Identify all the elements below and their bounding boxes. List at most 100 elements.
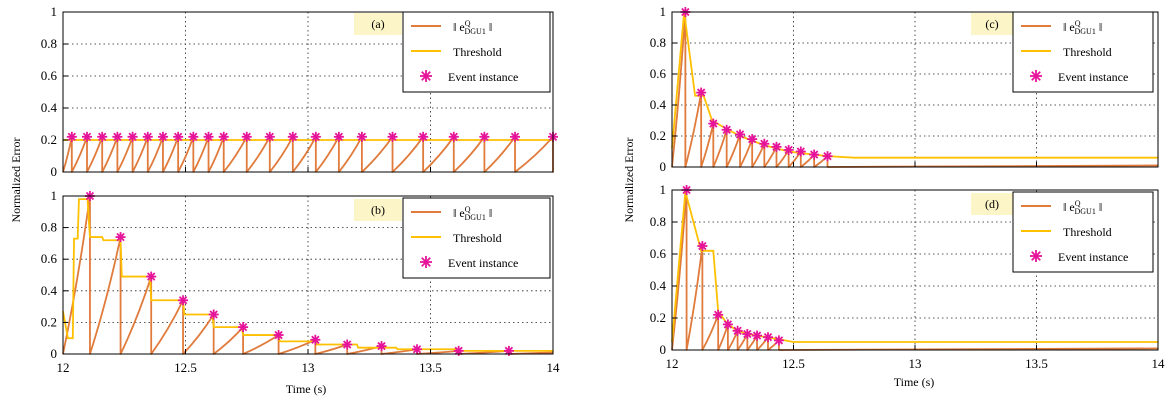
panel-tag: (c) <box>985 17 998 31</box>
event-marker <box>510 131 521 142</box>
x-tick-label: 12.5 <box>782 356 805 371</box>
event-marker <box>697 241 708 251</box>
event-marker <box>356 131 367 142</box>
event-marker <box>273 330 284 341</box>
x-tick-label: 13 <box>302 360 315 375</box>
x-tick-label: 12 <box>57 360 70 375</box>
event-marker <box>178 295 189 306</box>
y-tick-label: 0.2 <box>41 132 57 147</box>
y-tick-label: 1 <box>51 4 58 19</box>
y-tick-label: 0 <box>660 342 667 357</box>
event-marker <box>696 87 707 98</box>
legend-label: ‖ eQ DGU1 ‖ <box>453 205 492 222</box>
y-axis-label-right: Normalized Error <box>622 138 636 223</box>
event-marker <box>264 131 275 142</box>
y-tick-label: 0.2 <box>650 310 666 325</box>
event-marker <box>783 144 794 155</box>
event-marker <box>287 131 298 142</box>
event-marker <box>762 332 773 343</box>
y-tick-label: 0 <box>660 159 667 174</box>
legend-event-marker <box>1030 250 1042 262</box>
y-tick-label: 0.2 <box>650 128 666 143</box>
legend-label: Event instance <box>448 70 518 84</box>
event-marker <box>822 151 833 162</box>
event-marker <box>97 131 108 142</box>
y-tick-label: 1 <box>660 182 667 197</box>
legend-event-marker <box>420 256 432 268</box>
y-tick-label: 0.8 <box>650 214 666 229</box>
y-tick-label: 0.4 <box>650 278 667 293</box>
event-marker <box>203 131 214 142</box>
legend: ‖ eQ DGU1 ‖ Threshold Event instance <box>1012 191 1154 273</box>
event-marker <box>188 131 199 142</box>
event-marker <box>146 271 157 282</box>
legend: ‖ eQ DGU1 ‖ Threshold Event instance <box>1012 11 1154 93</box>
chart-panel: 0 0.2 0.4 0.6 0.8 1 (a) ‖ eQ DGU1 ‖ Threshold Even… <box>41 4 558 179</box>
event-marker <box>773 335 784 346</box>
event-marker <box>310 131 321 142</box>
event-marker <box>722 319 733 330</box>
event-marker <box>735 129 746 140</box>
y-tick-label: 0.8 <box>650 35 666 50</box>
legend-label: Event instance <box>448 256 518 270</box>
y-tick-label: 0.8 <box>41 36 57 51</box>
chart-panel: 0 0.2 0.4 0.6 0.8 1 12 12.5 13 13.5 14 (b) ‖ eQ DGU1 … <box>41 188 560 375</box>
legend: ‖ eQ DGU1 ‖ Threshold Event instance <box>402 11 551 93</box>
x-axis-label-left: Time (s) <box>286 382 327 396</box>
event-marker <box>752 330 763 341</box>
y-tick-label: 0.4 <box>41 100 58 115</box>
threshold-series-line <box>62 198 553 352</box>
chart-panel: 0 0.2 0.4 0.6 0.8 1 (c) ‖ eQ DGU1 ‖ Threshold Even… <box>650 4 1159 174</box>
event-marker <box>809 149 820 160</box>
x-tick-label: 14 <box>1152 356 1166 371</box>
legend-label: ‖ eQ DGU1 ‖ <box>1063 19 1102 36</box>
event-marker <box>208 309 219 320</box>
event-marker <box>721 124 732 135</box>
event-marker <box>448 131 459 142</box>
legend-label: ‖ eQ DGU1 ‖ <box>453 19 492 36</box>
event-marker <box>173 131 184 142</box>
legend-event-marker <box>1030 70 1042 82</box>
legend-event-marker <box>420 70 432 82</box>
y-tick-label: 1 <box>51 188 58 203</box>
event-marker <box>333 131 344 142</box>
x-axis-label-right: Time (s) <box>894 375 935 389</box>
y-tick-label: 0.6 <box>650 66 667 81</box>
legend-label: Threshold <box>1063 225 1112 239</box>
error-series-line <box>62 135 554 173</box>
event-marker <box>759 138 770 149</box>
panel-tag-background <box>354 199 402 221</box>
y-axis-label-left: Normalized Error <box>9 138 23 223</box>
event-marker <box>418 131 429 142</box>
event-marker <box>82 131 93 142</box>
x-tick-label: 14 <box>547 360 561 375</box>
x-tick-label: 13.5 <box>419 360 442 375</box>
y-tick-label: 0.6 <box>41 68 58 83</box>
event-marker <box>771 141 782 152</box>
panel-tag: (d) <box>985 197 999 211</box>
chart-panel: 0 0.2 0.4 0.6 0.8 1 12 12.5 13 13.5 14 (d) ‖ eQ DGU1 … <box>650 182 1165 371</box>
event-marker <box>713 309 724 320</box>
event-marker <box>112 131 123 142</box>
x-tick-label: 12.5 <box>174 360 197 375</box>
y-tick-label: 1 <box>660 4 667 19</box>
event-marker <box>412 344 423 355</box>
event-marker <box>157 131 168 142</box>
event-marker <box>127 131 138 142</box>
y-tick-label: 0.4 <box>650 97 667 112</box>
x-tick-label: 12 <box>666 356 679 371</box>
event-marker <box>142 131 153 142</box>
event-marker <box>387 131 398 142</box>
event-marker <box>747 134 758 145</box>
event-marker <box>795 146 806 157</box>
x-tick-label: 13.5 <box>1025 356 1048 371</box>
event-marker <box>479 131 490 142</box>
event-marker <box>742 329 753 339</box>
event-marker <box>453 345 464 356</box>
panel-tag: (a) <box>371 17 384 31</box>
event-marker <box>342 339 353 350</box>
legend-label: Event instance <box>1058 250 1128 264</box>
panel-tag-background <box>971 193 1013 215</box>
event-marker <box>708 118 719 129</box>
